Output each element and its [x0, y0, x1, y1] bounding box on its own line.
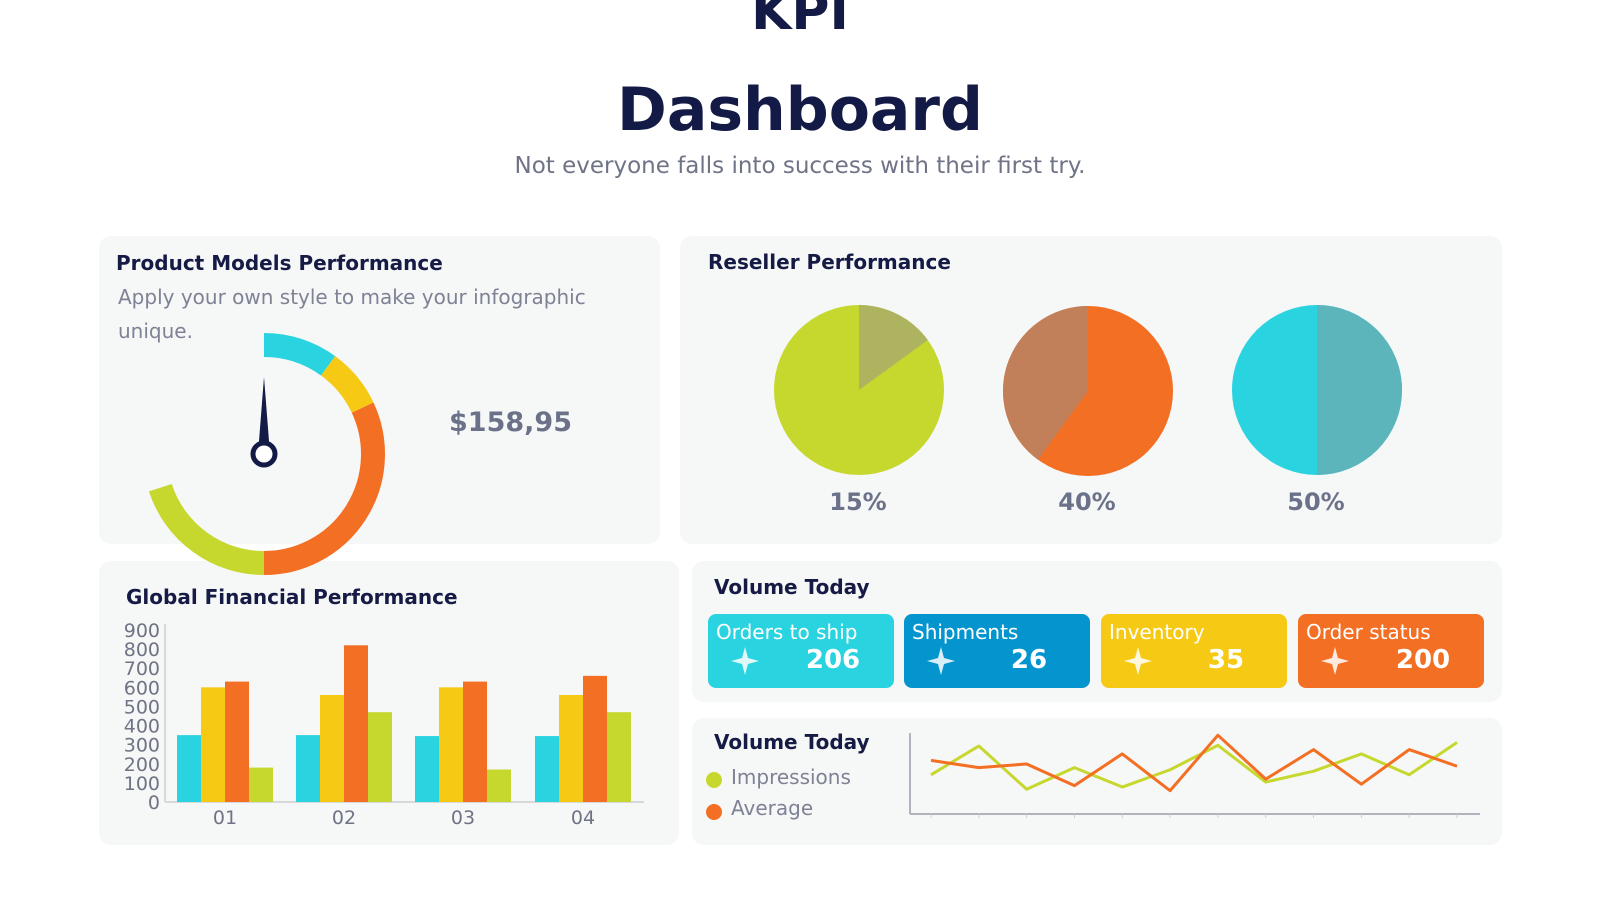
- kpi-card-value: 26: [1010, 645, 1048, 675]
- page-title-line1: KPI: [751, 0, 849, 42]
- bar-03-4: [487, 769, 511, 802]
- page-title-line2: Dashboard: [617, 75, 983, 145]
- bar-y-tick-label: 800: [124, 639, 160, 661]
- bar-01-4: [249, 767, 273, 802]
- bar-02-3: [344, 645, 368, 802]
- bar-03-1: [415, 736, 439, 802]
- bar-x-tick-label: 02: [332, 807, 356, 829]
- sparkle-icon: [1321, 647, 1349, 675]
- bar-02-2: [320, 694, 344, 802]
- volume-chart-title: Volume Today: [714, 730, 870, 754]
- legend-dot-impressions: [706, 772, 722, 788]
- reseller-panel: Reseller Performance 15% 40% 50%: [680, 236, 1502, 544]
- kpi-card-1: Orders to ship 206: [708, 614, 894, 688]
- global-financial-panel: Global Financial Performance 0 100 200 300 4…: [99, 561, 679, 845]
- volume-today-title: Volume Today: [714, 575, 870, 599]
- bar-04-3: [583, 675, 607, 802]
- legend-dot-average: [706, 804, 722, 820]
- bar-03-3: [463, 681, 487, 802]
- reseller-label-3: 50%: [1287, 488, 1345, 516]
- kpi-card-3: Inventory 35: [1101, 614, 1287, 688]
- reseller-label-1: 15%: [829, 488, 887, 516]
- legend-label-average: Average: [731, 796, 814, 820]
- bar-x-tick-label: 04: [571, 807, 595, 829]
- kpi-card-label: Order status: [1306, 620, 1431, 644]
- bar-y-tick-label: 500: [124, 696, 160, 718]
- product-models-title: Product Models Performance: [116, 251, 443, 275]
- kpi-card-label: Inventory: [1109, 620, 1205, 644]
- product-models-value: $158,95: [449, 407, 572, 438]
- bar-x-tick-label: 01: [213, 807, 237, 829]
- bar-04-1: [535, 736, 559, 802]
- kpi-card-4: Order status 200: [1298, 614, 1484, 688]
- kpi-card-label: Shipments: [912, 620, 1019, 644]
- bar-03-2: [439, 687, 463, 802]
- bar-04-2: [559, 694, 583, 802]
- bar-02-1: [296, 735, 320, 802]
- sparkle-icon: [1124, 647, 1152, 675]
- sparkle-icon: [927, 647, 955, 675]
- global-financial-title: Global Financial Performance: [126, 585, 458, 609]
- bar-y-tick-label: 900: [124, 620, 160, 642]
- bar-x-tick-label: 03: [451, 807, 475, 829]
- kpi-card-label: Orders to ship: [716, 620, 858, 644]
- bar-02-4: [368, 712, 392, 802]
- product-models-panel: Product Models Performance Apply your ow…: [99, 236, 660, 544]
- product-models-description: Apply your own style to make your infogr…: [118, 285, 586, 343]
- bar-y-tick-label: 700: [124, 658, 160, 680]
- bar-y-tick-label: 400: [124, 716, 160, 738]
- kpi-card-value: 206: [805, 645, 861, 675]
- reseller-title: Reseller Performance: [708, 250, 951, 274]
- bar-01-1: [177, 735, 201, 802]
- legend-label-impressions: Impressions: [731, 765, 851, 789]
- bar-01-3: [225, 681, 249, 802]
- bar-y-tick-label: 100: [124, 773, 160, 795]
- kpi-card-2: Shipments 26: [904, 614, 1090, 688]
- page-subtitle: Not everyone falls into success with the…: [514, 153, 1086, 179]
- sparkle-icon: [731, 647, 759, 675]
- kpi-card-value: 200: [1395, 645, 1451, 675]
- bar-01-2: [201, 687, 225, 802]
- volume-today-panel: Volume Today Orders to ship 206 Shipments 2…: [692, 561, 1502, 702]
- bar-y-tick-label: 0: [148, 792, 160, 814]
- kpi-card-value: 35: [1207, 645, 1245, 675]
- bar-04-4: [607, 712, 631, 802]
- volume-chart-panel: Volume Today Impressions Average: [692, 718, 1502, 845]
- reseller-label-2: 40%: [1058, 488, 1116, 516]
- bar-y-tick-label: 200: [124, 754, 160, 776]
- bar-y-tick-label: 600: [124, 677, 160, 699]
- bar-y-tick-label: 300: [124, 735, 160, 757]
